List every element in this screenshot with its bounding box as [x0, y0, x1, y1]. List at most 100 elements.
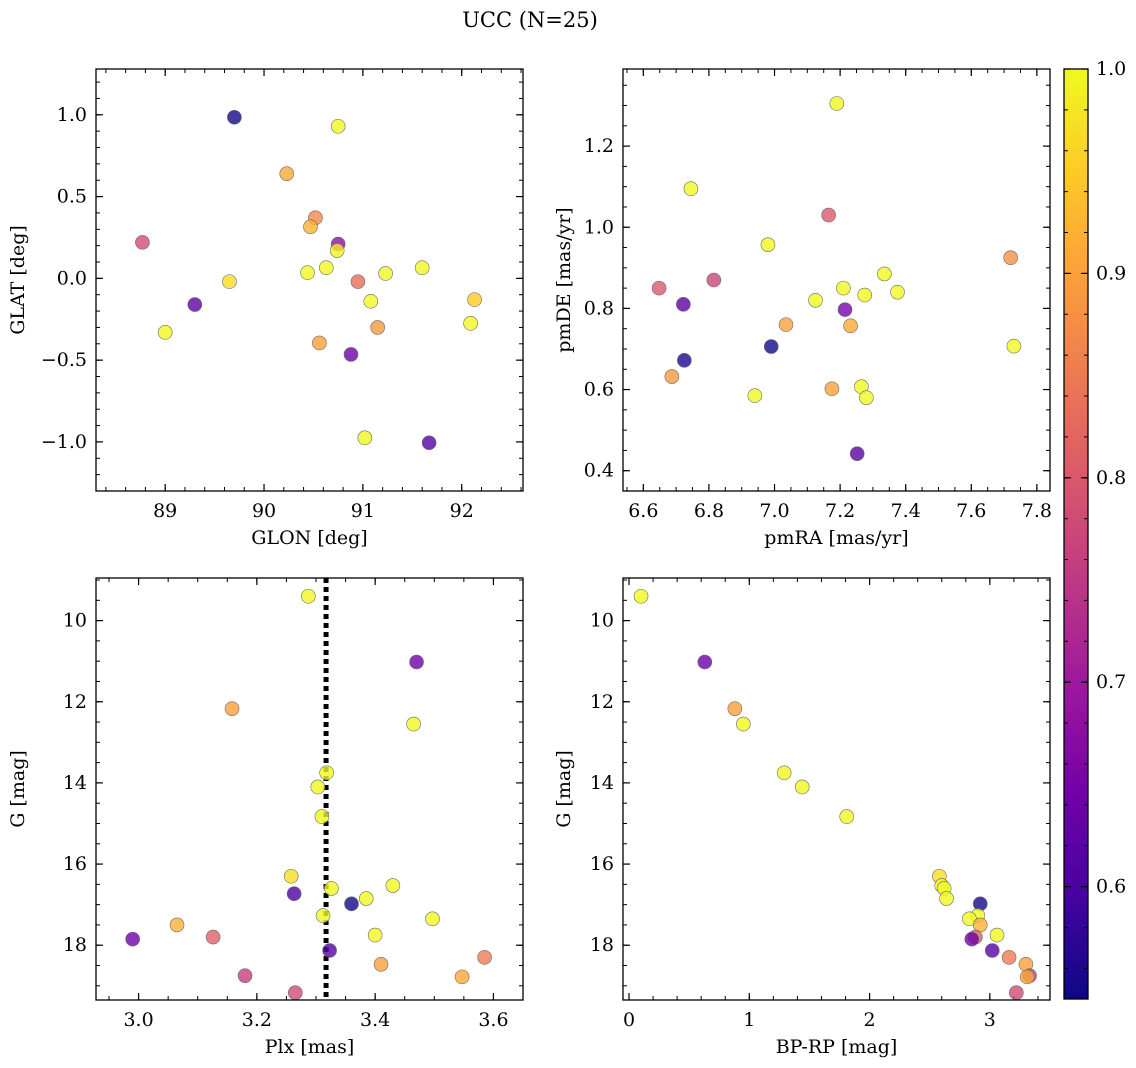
axes-frame: [622, 68, 1051, 492]
data-point: [385, 878, 401, 893]
data-point: [837, 302, 853, 317]
data-point: [849, 446, 865, 461]
data-point: [312, 335, 327, 351]
data-point: [821, 207, 836, 223]
data-point: [314, 809, 330, 824]
data-point: [414, 260, 430, 276]
data-point: [1006, 338, 1022, 354]
data-point: [463, 316, 478, 331]
data-point: [651, 280, 667, 296]
data-point: [224, 701, 240, 716]
figure-title: UCC (N=25): [462, 8, 598, 32]
data-point: [890, 284, 905, 300]
y-tick-label: 10: [63, 610, 87, 632]
colorbar-tick-label: 1.0: [1096, 58, 1126, 80]
data-point: [808, 292, 823, 308]
data-point: [859, 390, 874, 405]
y-tick-label: 0.8: [584, 297, 614, 319]
data-point: [1001, 950, 1017, 965]
data-point: [157, 325, 173, 340]
x-tick-label: 7.6: [956, 500, 986, 522]
data-point: [330, 118, 346, 134]
x-tick-label: 7.2: [825, 500, 855, 522]
data-point: [776, 765, 792, 781]
x-tick-label: 3.6: [478, 1009, 508, 1031]
x-tick-label: 6.8: [694, 500, 724, 522]
data-point: [697, 654, 713, 670]
x-tick-label: 3: [984, 1009, 996, 1031]
y-axis-label: G [mag]: [7, 750, 29, 828]
data-point: [329, 243, 345, 258]
data-point: [303, 219, 318, 235]
data-point: [1003, 250, 1018, 265]
data-point: [279, 166, 295, 181]
data-point: [315, 908, 331, 923]
data-point: [227, 109, 242, 125]
data-point: [829, 96, 845, 111]
data-point: [169, 917, 185, 933]
y-tick-label: 12: [63, 691, 87, 713]
data-point: [664, 369, 680, 384]
y-tick-label: 1.0: [57, 104, 87, 126]
data-point: [373, 956, 389, 972]
y-tick-label: 1.2: [584, 135, 614, 157]
data-point: [283, 868, 299, 884]
x-tick-label: 91: [351, 500, 375, 522]
y-tick-label: 0.4: [584, 460, 614, 482]
panel-glon-glat: 89 90 91 92 −1.0 −0.5 0.0 0.5 1.0 GLON [deg] GLAT …: [7, 68, 524, 549]
x-axis-label: Plx [mas]: [265, 1036, 355, 1058]
x-tick-label: 1: [743, 1009, 755, 1031]
data-point: [343, 347, 359, 362]
y-tick-label: 14: [590, 772, 614, 794]
data-point: [187, 297, 203, 312]
y-tick-label: 18: [63, 934, 87, 956]
y-tick-label: 14: [63, 772, 87, 794]
data-point: [735, 716, 751, 732]
x-tick-label: 3.4: [360, 1009, 390, 1031]
axes-frame: [622, 577, 1051, 1001]
data-point: [676, 297, 691, 312]
data-point: [358, 891, 374, 906]
data-point: [205, 929, 221, 945]
data-point: [409, 654, 424, 670]
data-point: [378, 266, 393, 281]
x-tick-label: 6.6: [628, 500, 658, 522]
data-point: [222, 274, 237, 289]
data-point: [633, 588, 649, 604]
axes-frame: [95, 577, 524, 1001]
colorbar-tick-label: 0.6: [1096, 876, 1126, 898]
data-point: [857, 287, 873, 303]
y-tick-label: 16: [63, 853, 87, 875]
data-point: [344, 896, 359, 912]
data-point: [357, 430, 373, 446]
y-tick-label: 16: [590, 853, 614, 875]
data-point: [989, 927, 1005, 943]
panel-plx-g: 3.0 3.2 3.4 3.6 10 12 14 16 18 Plx [mas] G [mag]: [7, 577, 524, 1058]
data-point: [836, 280, 851, 296]
colorbar-tick-label: 0.8: [1096, 467, 1126, 489]
data-point: [421, 435, 437, 451]
x-axis-label: pmRA [mas/yr]: [764, 527, 908, 549]
data-point: [1019, 969, 1035, 985]
x-axis-label: BP-RP [mag]: [776, 1036, 898, 1058]
y-tick-label: −0.5: [41, 349, 87, 371]
x-tick-label: 3.2: [242, 1009, 272, 1031]
data-point: [310, 779, 326, 795]
data-point: [454, 969, 470, 985]
x-tick-label: 7.0: [759, 500, 789, 522]
data-point: [467, 292, 482, 307]
y-tick-label: 18: [590, 934, 614, 956]
data-point: [477, 950, 492, 965]
colorbar-tick-label: 0.9: [1096, 262, 1126, 284]
data-point: [319, 260, 334, 276]
data-point: [824, 381, 840, 397]
data-point: [843, 318, 858, 334]
y-tick-label: −1.0: [41, 431, 87, 453]
data-point: [288, 985, 303, 1000]
data-point: [425, 911, 440, 927]
x-tick-label: 3.0: [123, 1009, 153, 1031]
x-tick-label: 7.4: [891, 500, 921, 522]
data-point: [363, 293, 379, 309]
y-tick-label: 1.0: [584, 216, 614, 238]
